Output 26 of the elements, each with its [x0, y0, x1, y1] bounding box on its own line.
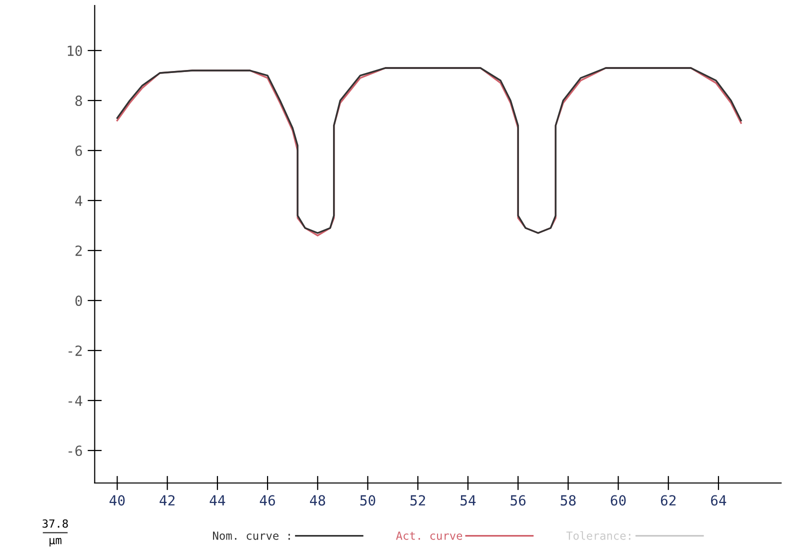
y-tick-label: 6 [75, 146, 82, 156]
text: 37.8 [42, 519, 68, 528]
x-tick-label: 64 [711, 495, 726, 506]
x-tick-label: 62 [660, 495, 676, 506]
x-tick-label: 50 [360, 495, 376, 506]
x-tick-label: 56 [510, 495, 526, 506]
y-tick-label: -4 [68, 396, 82, 406]
x-tick-label: 46 [260, 495, 275, 506]
y-tick-label: 4 [75, 196, 82, 206]
x-tick-label: 44 [210, 495, 226, 506]
x-tick-label: 54 [460, 495, 476, 506]
y-tick-label: -2 [68, 346, 82, 356]
y-tick-label: 0 [75, 296, 82, 306]
x-tick-label: 40 [110, 495, 125, 506]
text: µm [50, 538, 62, 546]
x-tick-label: 52 [410, 495, 426, 506]
y-tick-label: 2 [76, 246, 82, 256]
text: Nom. curve : [213, 532, 290, 540]
x-tick-label: 48 [310, 495, 326, 506]
x-tick-label: 60 [610, 495, 626, 506]
y-tick-label: -6 [68, 446, 82, 456]
x-tick-label: 42 [160, 495, 175, 506]
y-tick-label: 8 [75, 96, 82, 106]
x-tick-label: 58 [560, 495, 576, 506]
y-tick-label: 10 [68, 46, 82, 56]
text: Act. curve [396, 532, 462, 540]
